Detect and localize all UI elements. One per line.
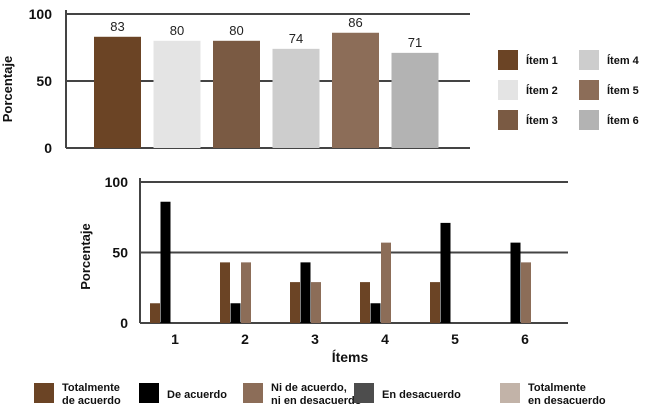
- bottom-bar-5-series-2: [440, 222, 451, 323]
- top-legend-swatch: [579, 50, 599, 70]
- bottom-legend-swatch: [243, 383, 263, 403]
- bottom-legend-label: Totalmente: [528, 382, 586, 394]
- bottom-legend-swatch: [34, 383, 54, 403]
- top-legend-label: Ítem 6: [607, 114, 639, 127]
- bottom-bar-5-series-1: [430, 282, 440, 323]
- top-bar-6: [391, 52, 439, 148]
- top-bar-data-label: 74: [289, 31, 303, 46]
- bottom-y-tick-label: 100: [105, 174, 129, 190]
- bottom-x-axis-label: Ítems: [332, 349, 369, 365]
- top-bar-3: [213, 40, 260, 148]
- bottom-bar-2-series-2: [230, 303, 241, 323]
- bottom-x-tick-label: 5: [451, 331, 459, 347]
- bottom-x-tick-label: 4: [381, 331, 389, 347]
- bottom-bar-3-series-1: [290, 282, 300, 323]
- top-bar-data-label: 83: [110, 19, 124, 34]
- top-legend-swatch: [498, 80, 518, 100]
- top-bar-data-label: 71: [408, 35, 422, 50]
- top-y-axis-label: Porcentaje: [0, 56, 15, 122]
- top-bar-chart: 0 50 100 Porcentaje 83 80 80 74 86 71 Ítem 1 Ítem 4…: [0, 6, 640, 156]
- bottom-bar-4-series-3: [381, 242, 391, 323]
- top-bar-5: [332, 32, 379, 149]
- bottom-bar-3-series-3: [311, 282, 321, 323]
- bottom-y-tick-label: 0: [120, 315, 128, 331]
- bottom-legend-label: en desacuerdo: [528, 395, 606, 407]
- top-bar-data-label: 86: [348, 15, 362, 30]
- bottom-legend-label: de acuerdo: [62, 395, 121, 407]
- bottom-bar-2-series-1: [220, 262, 230, 323]
- bottom-y-tick-label: 50: [112, 245, 128, 261]
- top-bar-4: [272, 48, 320, 149]
- bottom-legend-label: ni en desacuerdo: [271, 395, 362, 407]
- top-bar-1: [94, 36, 141, 148]
- bottom-legend-label: De acuerdo: [167, 389, 227, 401]
- bottom-x-tick-label: 3: [311, 331, 319, 347]
- bottom-bar-1-series-1: [150, 303, 160, 323]
- bottom-legend-swatch: [139, 383, 159, 403]
- bottom-legend-label: Ni de acuerdo,: [271, 382, 347, 394]
- top-y-tick-label: 100: [29, 6, 53, 22]
- bottom-bar-6-series-2: [510, 242, 521, 323]
- top-legend-label: Ítem 2: [526, 84, 558, 97]
- bottom-bar-6-series-3: [521, 262, 531, 323]
- top-y-tick-label: 50: [36, 73, 52, 89]
- bottom-x-tick-label: 6: [521, 331, 529, 347]
- bottom-legend-swatch: [500, 383, 520, 403]
- bottom-legend-label: Totalmente: [62, 382, 120, 394]
- bottom-y-axis-label: Porcentaje: [78, 223, 93, 289]
- top-legend-label: Ítem 4: [607, 54, 640, 67]
- top-y-tick-label: 0: [44, 140, 52, 156]
- top-legend-swatch: [498, 110, 518, 130]
- bottom-legend-label: En desacuerdo: [382, 389, 461, 401]
- bottom-bar-1-series-2: [160, 201, 171, 323]
- top-legend-label: Ítem 5: [607, 84, 639, 97]
- top-bar-2: [153, 40, 201, 148]
- bottom-x-tick-label: 2: [241, 331, 249, 347]
- bottom-bar-4-series-1: [360, 282, 370, 323]
- bottom-bar-4-series-2: [370, 303, 381, 323]
- bottom-grouped-bar-chart: 0 50 100 Porcentaje Ítems 1 2 3 4 5 6: [78, 174, 568, 365]
- top-legend-label: Ítem 3: [526, 114, 558, 127]
- bottom-bar-3-series-2: [300, 262, 311, 323]
- bottom-x-tick-label: 1: [171, 331, 179, 347]
- top-legend-swatch: [579, 110, 599, 130]
- top-bar-data-label: 80: [170, 23, 184, 38]
- bottom-legend-swatch: [354, 383, 374, 403]
- top-legend-swatch: [498, 50, 518, 70]
- top-bar-data-label: 80: [229, 23, 243, 38]
- top-legend-swatch: [579, 80, 599, 100]
- bottom-bar-2-series-3: [241, 262, 251, 323]
- top-legend-label: Ítem 1: [526, 54, 558, 67]
